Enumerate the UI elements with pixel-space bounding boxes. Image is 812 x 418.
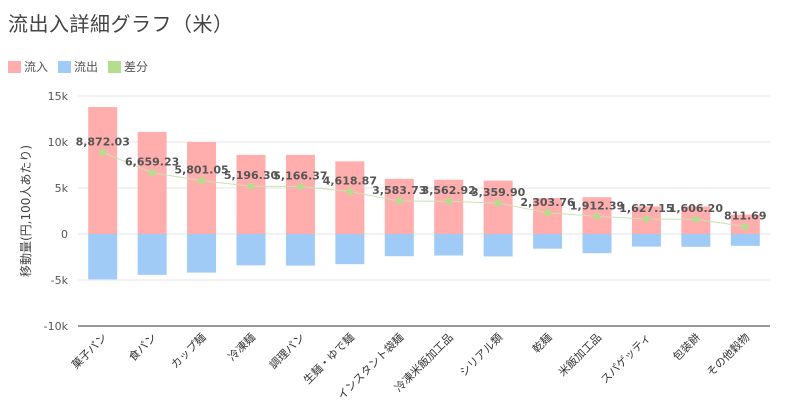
data-label: 5,196.30 — [224, 169, 279, 182]
bar-outflow — [285, 234, 315, 266]
y-tick-label: 15k — [48, 90, 69, 103]
bar-inflow — [434, 179, 464, 234]
bar-outflow — [236, 234, 266, 266]
diff-point — [642, 215, 650, 223]
diff-line — [102, 151, 746, 228]
bar-outflow — [631, 234, 661, 247]
diff-point — [148, 169, 156, 177]
bar-outflow — [137, 234, 167, 275]
x-tick-label: 調理パン — [266, 330, 307, 371]
data-label: 3,359.90 — [471, 186, 526, 199]
data-label: 6,659.23 — [125, 156, 179, 169]
data-label: 1,912.39 — [570, 199, 624, 212]
diff-point — [494, 199, 502, 207]
bar-inflow — [483, 180, 513, 234]
legend-swatch-outflow — [58, 60, 72, 73]
data-label: 3,583.73 — [372, 184, 426, 197]
diff-point — [99, 148, 107, 156]
x-tick-label: スパゲッティ — [598, 331, 653, 386]
legend: 流入 流出 差分 — [8, 58, 148, 75]
data-label: 811.69 — [724, 210, 766, 223]
data-label: 3,562.92 — [422, 184, 476, 197]
diff-point — [593, 212, 601, 220]
y-tick-label: 10k — [48, 136, 69, 149]
x-tick-label: 米飯加工品 — [555, 330, 604, 379]
diff-point — [741, 223, 749, 231]
legend-swatch-inflow — [8, 60, 21, 73]
x-tick-label: 乾麺 — [530, 331, 555, 356]
bar-outflow — [88, 234, 118, 280]
bar-outflow — [187, 234, 217, 273]
bar-outflow — [483, 234, 513, 257]
diff-point — [445, 197, 453, 205]
x-tick-label: 冷凍麺 — [226, 331, 259, 364]
diff-point — [198, 177, 206, 185]
diff-point — [296, 182, 304, 190]
bar-outflow — [681, 234, 711, 247]
bar-outflow — [384, 234, 414, 257]
bar-outflow — [533, 234, 563, 249]
data-label: 8,872.03 — [76, 135, 130, 148]
x-tick-label: その他穀物 — [704, 330, 753, 379]
data-label: 4,618.87 — [323, 175, 377, 188]
x-tick-label: 食パン — [126, 330, 160, 364]
bar-inflow — [335, 161, 365, 234]
legend-item-diff[interactable]: 差分 — [108, 58, 148, 75]
chart-title: 流出入詳細グラフ（米） — [8, 12, 234, 36]
y-tick-label: -10k — [44, 320, 69, 333]
x-tick-label: 包装餅 — [670, 330, 703, 363]
data-label: 5,801.05 — [174, 164, 228, 177]
bar-inflow — [285, 154, 315, 234]
x-tick-label: カップ麺 — [168, 331, 208, 371]
bar-outflow — [582, 234, 612, 254]
bar-outflow — [434, 234, 464, 256]
legend-swatch-diff — [108, 60, 122, 73]
data-label: 5,166.37 — [273, 169, 327, 182]
diff-point — [544, 209, 552, 217]
bar-outflow — [335, 234, 365, 265]
diff-point — [346, 188, 354, 196]
legend-label-inflow: 流入 — [24, 60, 49, 74]
bar-inflow — [88, 107, 118, 234]
data-label: 1,627.15 — [619, 202, 673, 215]
x-tick-label: 菓子パン — [69, 331, 110, 372]
bar-inflow — [236, 154, 266, 234]
y-tick-label: 5k — [55, 182, 69, 195]
legend-item-inflow[interactable]: 流入 — [8, 58, 48, 75]
legend-label-outflow: 流出 — [74, 60, 99, 74]
data-label: 2,303.76 — [520, 196, 575, 209]
bar-inflow — [384, 178, 414, 234]
y-axis-label: 移動量(円,100人あたり) — [19, 145, 33, 277]
y-tick-label: -5k — [51, 274, 69, 287]
diff-point — [395, 197, 403, 205]
diff-point — [247, 182, 255, 190]
bar-inflow — [137, 131, 167, 234]
legend-label-diff: 差分 — [124, 60, 149, 74]
diff-point — [692, 215, 700, 223]
y-tick-label: 0 — [61, 228, 68, 241]
data-label: 1,606.20 — [669, 202, 724, 215]
bar-inflow — [187, 142, 217, 234]
legend-item-outflow[interactable]: 流出 — [58, 58, 98, 75]
x-tick-label: シリアル類 — [457, 331, 505, 379]
bar-outflow — [730, 234, 760, 246]
